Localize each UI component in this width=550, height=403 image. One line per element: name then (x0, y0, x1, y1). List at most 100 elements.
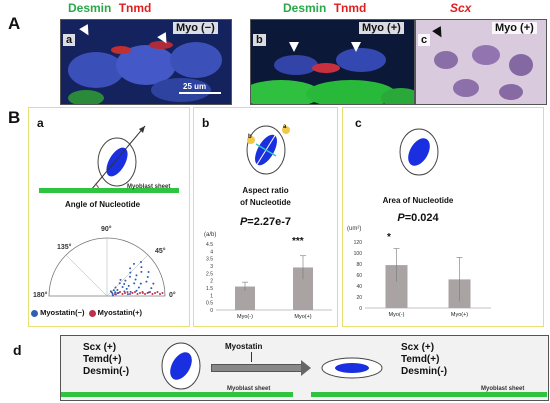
polar-point-neg (128, 275, 131, 278)
myostatin-label: Myostatin (225, 342, 263, 351)
polar-point-pos (126, 291, 129, 293)
y-tick-label: 80 (356, 262, 362, 268)
polar-point-pos (129, 293, 131, 295)
left-marker-desmin: Desmin(-) (83, 366, 130, 377)
y-tick-label: 20 (356, 295, 362, 301)
angle-tick-0: 0° (169, 292, 176, 299)
polar-point-pos (149, 291, 151, 293)
right-marker-scx: Scx (+) (401, 342, 435, 353)
micrograph-b: b Myo (+) (250, 19, 415, 105)
polar-point-pos (151, 293, 154, 295)
polar-point-pos (119, 291, 121, 293)
polar-point-neg (125, 287, 128, 290)
polar-point-neg (118, 282, 121, 285)
nucleus-before-icon (161, 342, 201, 390)
arrow-right-head (301, 360, 311, 376)
area-sig: * (387, 232, 391, 243)
aspect-unit: (a/b) (204, 232, 217, 238)
panel-Bb: b a b Aspect ratio of Nucleotide P=2.27e… (193, 107, 338, 327)
x-tick-label: Myo(-) (237, 314, 253, 320)
nucleus-angle-diagram (90, 125, 146, 191)
angle-tick-90: 90° (101, 226, 112, 233)
polar-point-neg (129, 271, 132, 274)
arrowhead-icon (351, 42, 361, 52)
myoblast-sheet-label-left: Myoblast sheet (227, 386, 271, 392)
polar-point-neg (114, 291, 117, 294)
aspect-title-2: of Nucleotide (240, 198, 291, 207)
polar-point-neg (146, 275, 149, 278)
polar-point-neg (135, 289, 138, 292)
y-tick-label: 0 (210, 308, 213, 314)
p-value: =2.27e-7 (247, 216, 292, 228)
polar-point-neg (139, 282, 142, 285)
polar-point-neg (133, 282, 136, 285)
polar-point-pos (161, 292, 164, 294)
p-label: P (239, 216, 248, 228)
polar-point-pos (146, 292, 149, 294)
left-marker-temd: Temd(+) (83, 354, 122, 365)
polar-point-neg (152, 282, 155, 285)
polar-point-neg (123, 290, 126, 293)
polar-point-neg (121, 286, 124, 288)
x-tick-label: Myo(+) (451, 312, 468, 318)
angle-tick-180: 180° (33, 292, 48, 299)
polar-point-neg (140, 266, 143, 269)
left-marker-scx: Scx (+) (83, 342, 117, 353)
polar-point-pos (144, 293, 146, 295)
scale-bar-label: 25 um (183, 82, 207, 91)
right-marker-temd: Temd(+) (401, 354, 440, 365)
polar-point-neg (119, 278, 122, 281)
legend-neg-label: Myostatin(−) (40, 308, 85, 317)
aspect-sig: *** (292, 236, 304, 247)
y-tick-label: 3.5 (206, 257, 213, 263)
panel-Aa-stain-header: Desmin Tnmd (68, 1, 151, 15)
polar-point-pos (131, 292, 134, 294)
panel-Bb-letter: b (202, 116, 210, 130)
y-tick-label: 0.5 (206, 301, 213, 307)
polar-point-pos (124, 292, 126, 294)
arrow-right-icon (211, 364, 303, 372)
myoblast-sheet-label-right: Myoblast sheet (481, 386, 525, 392)
polar-point-neg (140, 270, 143, 273)
polar-point-pos (136, 293, 139, 295)
x-tick-label: Myo(+) (294, 314, 311, 320)
area-diagram (399, 128, 439, 176)
polar-point-neg (135, 274, 138, 277)
scale-bar (179, 92, 221, 94)
legend-dot-neg (31, 309, 38, 317)
micrograph-a-myo: Myo (−) (173, 22, 218, 34)
arrowhead-icon (289, 42, 299, 52)
panel-Ba: a Myoblast sheet Angle of Nucleotide 90°… (28, 107, 190, 327)
panel-B-label: B (8, 108, 21, 127)
bar (293, 267, 313, 310)
area-title: Area of Nucleotide (382, 196, 454, 205)
y-tick-label: 2 (210, 279, 213, 285)
polar-point-neg (150, 287, 153, 290)
angle-title: Angle of Nucleotide (65, 200, 141, 209)
y-tick-label: 40 (356, 284, 362, 290)
angle-tick-45: 45° (155, 248, 166, 255)
polar-point-pos (139, 292, 141, 294)
polar-point-neg (129, 267, 132, 270)
area-chart: 0 20 40 60 80 100 120 Myo(-) Myo(+) (354, 240, 491, 318)
y-tick-label: 1 (210, 293, 213, 299)
y-tick-label: 3 (210, 264, 213, 270)
desmin-label: Desmin (68, 1, 112, 15)
tnmd-label: Tnmd (118, 1, 152, 15)
bar (385, 265, 408, 308)
scx-label: Scx (450, 1, 472, 15)
panel-Ba-letter: a (37, 116, 44, 130)
polar-point-neg (129, 290, 132, 293)
micrograph-a: a Myo (−) 25 um (60, 19, 232, 105)
polar-point-neg (147, 271, 150, 273)
y-tick-label: 2.5 (206, 271, 213, 277)
micrograph-c: c Myo (+) (415, 19, 547, 105)
polar-point-pos (156, 291, 159, 293)
polar-point-neg (112, 289, 115, 292)
micrograph-c-letter: c (418, 34, 431, 46)
ab-label-b: b (248, 134, 252, 140)
polar-point-pos (154, 292, 156, 294)
aspect-ratio-chart: 00.5 11.52 2.533.5 44.5 Myo(-) Myo(+) (206, 242, 332, 320)
myoblast-sheet-bar (39, 188, 179, 193)
right-marker-desmin: Desmin(-) (401, 366, 448, 377)
